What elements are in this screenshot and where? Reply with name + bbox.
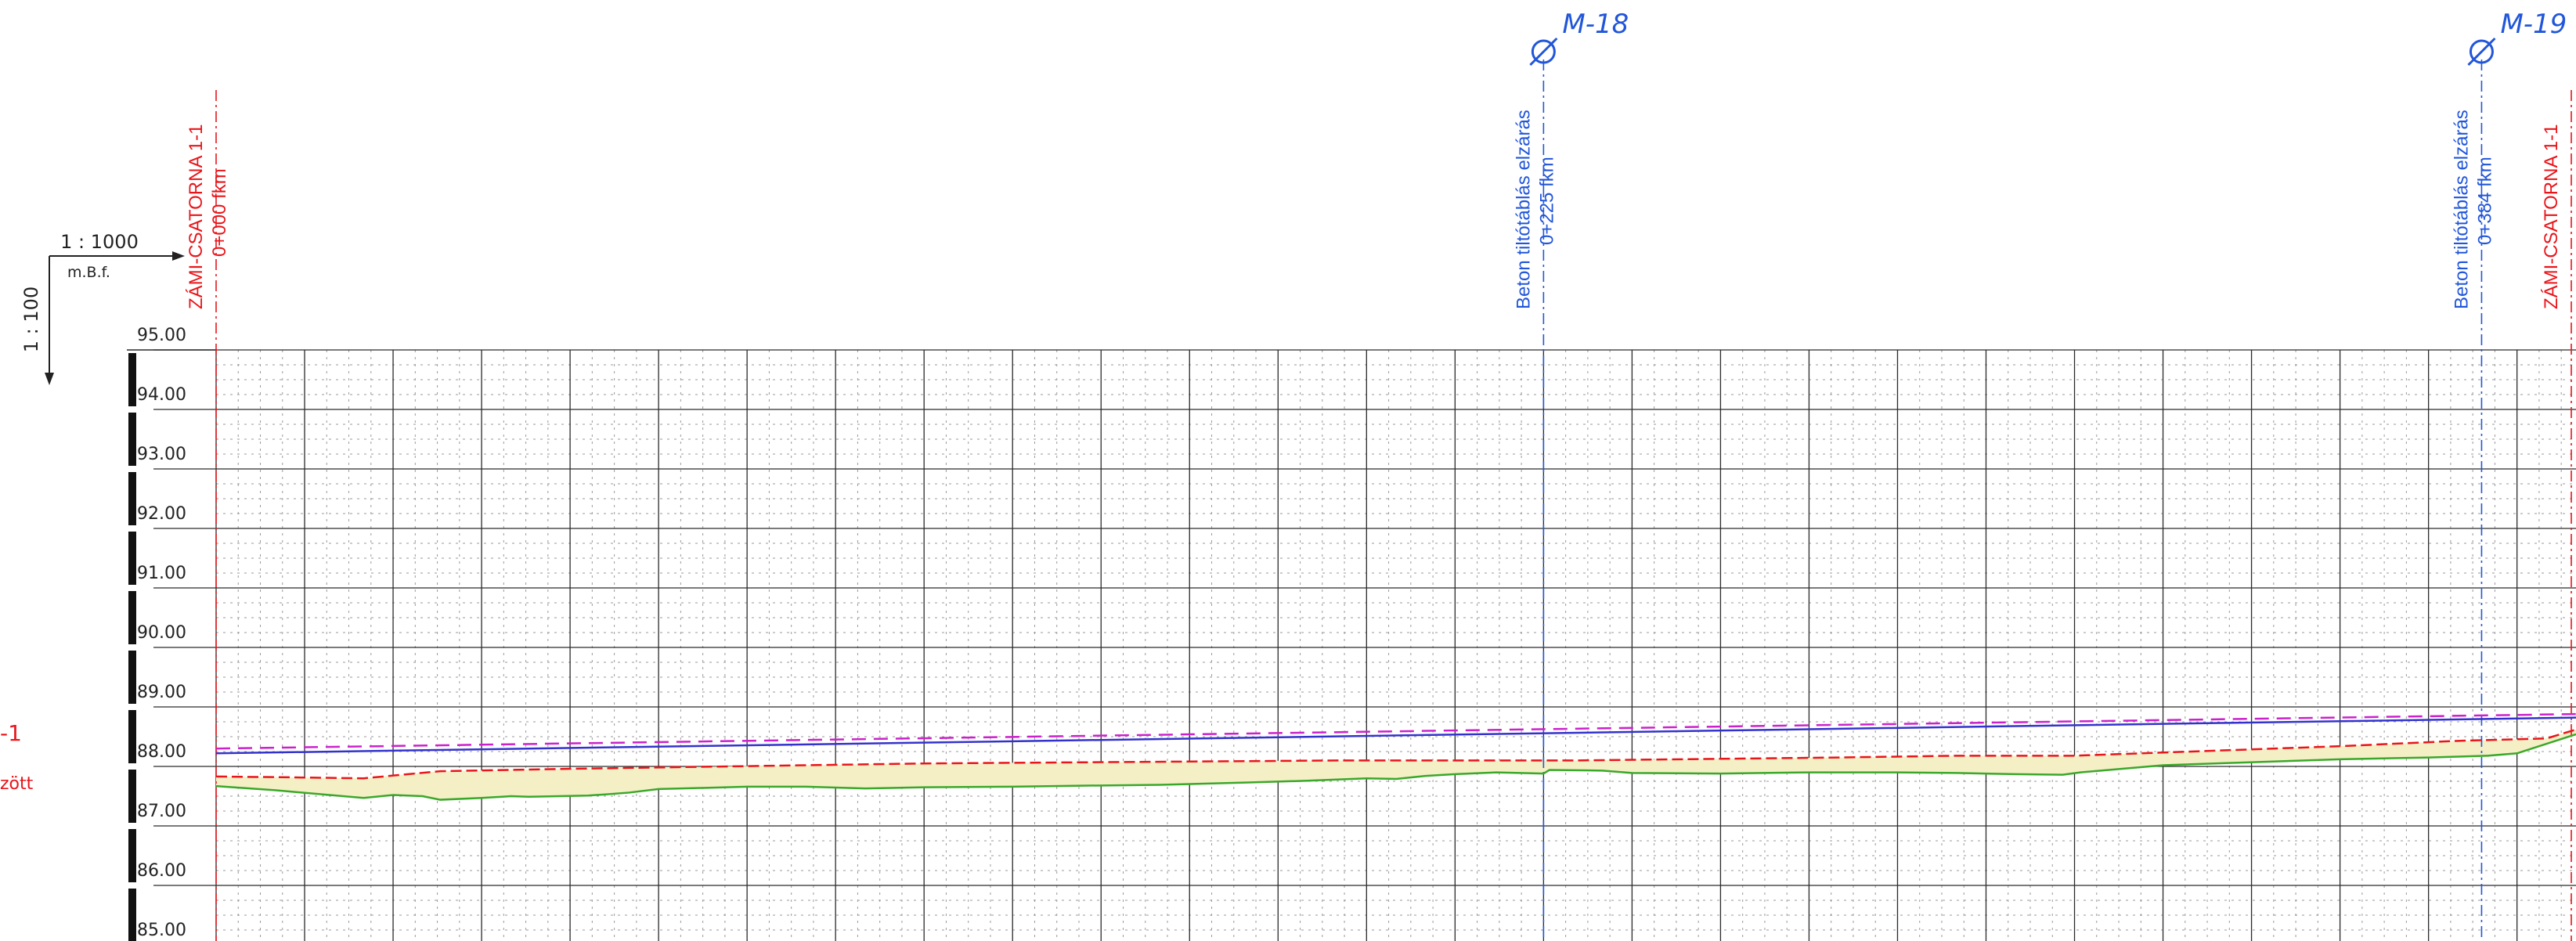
- manhole-marker: M-19: [2467, 9, 2567, 67]
- station-3: ZÁMI-CSATORNA 1-1: [2541, 90, 2572, 941]
- elevation-scale-bar: [128, 889, 136, 941]
- left-cut-text-top: -1: [0, 720, 22, 746]
- vertical-scale-arrow: [45, 373, 54, 385]
- elevation-scale-bar: [128, 770, 136, 823]
- station-km-label: 0+225 fkm: [1536, 157, 1557, 245]
- manhole-marker: M-18: [1529, 9, 1629, 67]
- station-name: ZÁMI-CSATORNA 1-1: [186, 124, 207, 309]
- elevation-scale-bar: [128, 591, 136, 644]
- station-name: ZÁMI-CSATORNA 1-1: [2541, 124, 2562, 309]
- manhole-slash-icon: [1529, 37, 1558, 67]
- elevation-tick-label: 87.00: [137, 802, 186, 821]
- horizontal-scale-arrow: [172, 251, 185, 261]
- profile-grid: [215, 349, 2576, 941]
- station-name: Beton tiltótáblás elzárás: [2451, 110, 2472, 309]
- elevation-tick-label: 89.00: [137, 683, 186, 702]
- station-km-label: 0+000 fkm: [209, 168, 230, 257]
- datum-label: m.B.f.: [67, 264, 110, 281]
- elevation-tick-label: 85.00: [137, 921, 186, 940]
- station-1: Beton tiltótáblás elzárás 0+225 fkm M-18: [1513, 9, 1629, 941]
- cut-fill-area: [216, 729, 2576, 800]
- elevation-scale-bar: [128, 710, 136, 763]
- elevation-tick-label: 92.00: [137, 504, 186, 524]
- station-km-label: 0+384 fkm: [2474, 157, 2495, 245]
- elevation-tick-label: 86.00: [137, 861, 186, 881]
- manhole-label: M-18: [1562, 9, 1629, 40]
- station-markers: ZÁMI-CSATORNA 1-1 0+000 fkm Beton tiltótáb…: [186, 9, 2572, 941]
- elevation-scale-bar: [128, 472, 136, 525]
- elevation-scale-bar: [128, 829, 136, 882]
- scale-indicator: 1 : 1000 m.B.f. 1 : 100: [20, 231, 185, 385]
- existing-ground-line: [215, 733, 2576, 801]
- station-0: ZÁMI-CSATORNA 1-1 0+000 fkm: [186, 90, 230, 941]
- elevation-tick-label: 93.00: [137, 445, 186, 464]
- manhole-slash-icon: [2467, 37, 2496, 67]
- manhole-symbol-icon: [2469, 39, 2494, 64]
- elevation-axis: 95.00 94.00 93.00 92.00 91.00 90.00 89.00 88.00…: [127, 326, 216, 941]
- station-name: Beton tiltótáblás elzárás: [1513, 110, 1534, 309]
- water-level-line: [215, 716, 2576, 755]
- manhole-symbol-icon: [1531, 39, 1556, 64]
- elevation-tick-label: 91.00: [137, 564, 186, 583]
- elevation-tick-label: 95.00: [137, 326, 186, 345]
- design-bottom-line: [215, 728, 2576, 780]
- horizontal-scale-label: 1 : 1000: [60, 231, 139, 253]
- station-2: Beton tiltótáblás elzárás 0+384 fkm M-19: [2451, 9, 2567, 941]
- elevation-scale-bar: [128, 353, 136, 406]
- elevation-scale-bar: [128, 413, 136, 466]
- elevation-tick-label: 88.00: [137, 742, 186, 762]
- elevation-scale-bar: [128, 532, 136, 585]
- manhole-label: M-19: [2500, 9, 2567, 40]
- elevation-tick-label: 90.00: [137, 623, 186, 643]
- elevation-scale-bar: [128, 651, 136, 704]
- vertical-scale-label: 1 : 100: [20, 287, 42, 352]
- left-cut-text-bottom: zött: [0, 774, 34, 794]
- elevation-tick-label: 94.00: [137, 385, 186, 405]
